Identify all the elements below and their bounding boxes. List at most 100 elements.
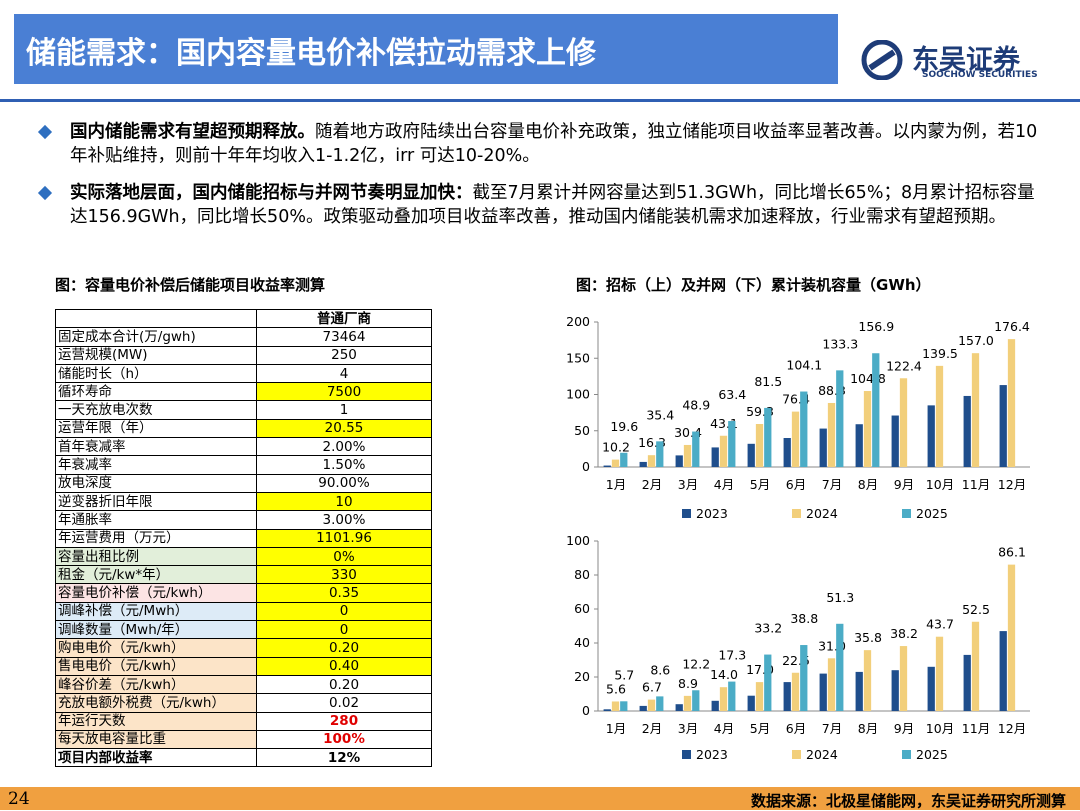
table-row: 一天充放电次数 1: [55, 400, 432, 420]
bullet-bold: 国内储能需求有望超预期释放。: [70, 122, 315, 142]
legend-label: 2024: [806, 747, 838, 762]
bar: [963, 395, 971, 467]
bar: [620, 701, 628, 711]
table-row: 储能时长（h） 4: [55, 363, 432, 384]
x-tick-label: 4月: [714, 477, 734, 492]
legend-label: 2023: [696, 506, 728, 521]
bar: [863, 650, 872, 711]
value-label: 157.0: [958, 333, 994, 348]
bar: [692, 431, 700, 467]
charts: 0501001502001月10.219.62月16.335.43月30.448…: [566, 314, 1030, 762]
label-cell: 年通胀率: [55, 510, 257, 530]
bar: [719, 435, 728, 467]
page-number: 24: [8, 789, 30, 809]
bar: [971, 353, 980, 467]
legend-label: 2023: [696, 747, 728, 762]
bar: [855, 424, 863, 467]
x-tick-label: 1月: [606, 477, 626, 492]
table-row: 首年衰减率 2.00%: [55, 437, 432, 457]
y-tick-label: 50: [574, 423, 590, 438]
label-cell: 峰谷价差（元/kwh）: [55, 674, 257, 695]
table-row: 每天放电容量比重 100%: [55, 729, 432, 750]
value-label: 8.6: [650, 662, 670, 677]
bar: [611, 701, 620, 711]
bar: [711, 700, 719, 711]
value-cell: 250: [256, 345, 432, 365]
table-row: 项目内部收益率 12%: [55, 748, 432, 768]
x-tick-label: 3月: [678, 477, 698, 492]
x-tick-label: 12月: [998, 721, 1026, 736]
value-cell: 0%: [256, 546, 432, 567]
label-cell: 一天充放电次数: [55, 400, 257, 420]
table-row: 峰谷价差（元/kwh） 0.20: [55, 674, 432, 695]
value-label: 63.4: [718, 387, 746, 402]
source: 数据来源：北极星储能网，东吴证券研究所测算: [750, 792, 1066, 810]
bar: [891, 415, 899, 467]
value-cell: 0: [256, 601, 432, 622]
bullet: 实际落地层面，国内储能招标与并网节奏明显加快：截至7月累计并网容量达到51.3G…: [37, 181, 1050, 229]
x-tick-label: 1月: [606, 721, 626, 736]
value-cell: 1.50%: [256, 455, 432, 475]
value-cell: 280: [256, 711, 432, 731]
value-cell: 1101.96: [256, 528, 432, 548]
header-cell: 普通厂商: [256, 308, 432, 329]
y-tick-label: 0: [582, 703, 590, 718]
x-tick-label: 8月: [858, 477, 878, 492]
value-label: 17.3: [718, 648, 746, 663]
label-cell: 每天放电容量比重: [55, 729, 257, 750]
value-cell: 7500: [256, 382, 432, 402]
bar: [935, 636, 944, 711]
bar: [764, 407, 772, 467]
bar: [836, 370, 844, 467]
x-tick-label: 10月: [926, 477, 954, 492]
bar: [899, 646, 908, 711]
bar: [791, 411, 800, 467]
rule: [0, 99, 1080, 102]
x-tick-label: 11月: [962, 477, 990, 492]
table-row: 年运营费用（万元） 1101.96: [55, 528, 432, 548]
bar: [603, 709, 611, 711]
table-row: 售电电价（元/kwh） 0.40: [55, 656, 432, 676]
x-tick-label: 4月: [714, 721, 734, 736]
bar: [899, 378, 908, 467]
value-cell: 4: [256, 363, 432, 384]
table-caption: 图：容量电价补偿后储能项目收益率测算: [55, 276, 326, 294]
bar: [827, 402, 836, 467]
value-label: 81.5: [754, 374, 782, 389]
y-tick-label: 200: [566, 314, 590, 329]
label-cell: 运营规模(MW): [55, 345, 257, 365]
x-tick-label: 9月: [894, 721, 914, 736]
table-row: 年衰减率 1.50%: [55, 455, 432, 475]
value-label: 35.4: [646, 407, 674, 422]
bar: [999, 385, 1007, 467]
x-tick-label: 7月: [822, 721, 842, 736]
value-cell: 3.00%: [256, 510, 432, 530]
value-cell: 0.35: [256, 583, 432, 603]
value-label: 38.8: [790, 611, 818, 626]
logo-en: SOOCHOW SECURITIES: [922, 70, 1038, 80]
bar: [639, 461, 647, 467]
y-tick-label: 40: [574, 635, 590, 650]
label-cell: 调峰补偿（元/Mwh）: [55, 601, 257, 622]
value-cell: 12%: [256, 748, 432, 768]
bar: [675, 455, 683, 467]
bar: [783, 682, 791, 711]
table-row: 调峰补偿（元/Mwh） 0: [55, 601, 432, 622]
value-label: 122.4: [886, 358, 922, 373]
table-row: 逆变器折旧年限 10: [55, 491, 432, 512]
table-row: 运营年限（年） 20.55: [55, 418, 432, 439]
y-tick-label: 60: [574, 601, 590, 616]
value-label: 8.9: [678, 676, 698, 691]
value-label: 51.3: [826, 590, 854, 605]
value-label: 38.2: [890, 626, 918, 641]
bar: [755, 682, 764, 711]
y-tick-label: 20: [574, 669, 590, 684]
legend-label: 2024: [806, 506, 838, 521]
table-row: 容量出租比例 0%: [55, 546, 432, 567]
x-tick-label: 5月: [750, 721, 770, 736]
value-label: 5.7: [614, 667, 634, 682]
table-row: 放电深度 90.00%: [55, 473, 432, 493]
legend-swatch: [902, 509, 911, 518]
bullet-text: 截至7月累计并网容量达到51.3GWh，同比增长65%；8月累计招标容量达156…: [70, 183, 1035, 227]
bar: [891, 670, 899, 711]
